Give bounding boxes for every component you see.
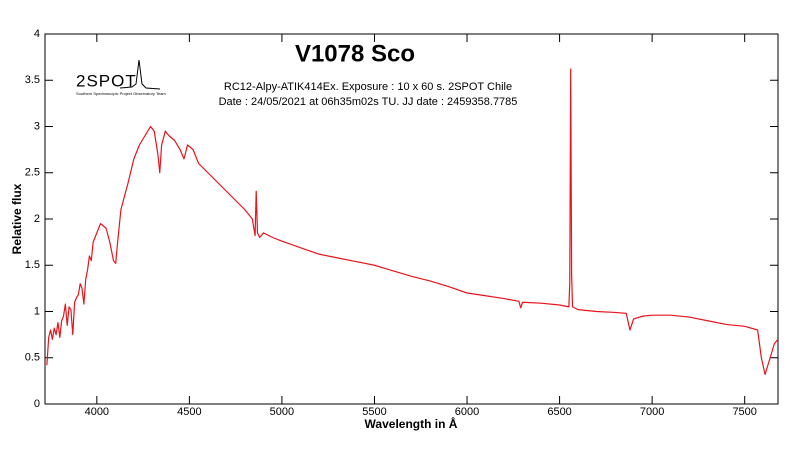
x-tick-label: 5500 xyxy=(362,406,386,418)
x-tick-label: 4000 xyxy=(85,406,109,418)
y-tick-label: 3.5 xyxy=(25,74,40,86)
logo: 2SPOT Southern Spectroscopic Project Obs… xyxy=(76,59,166,96)
chart-title: V1078 Sco xyxy=(295,40,415,67)
x-tick-label: 5000 xyxy=(270,406,294,418)
y-tick-label: 1.5 xyxy=(25,259,40,271)
x-axis-label: Wavelength in Å xyxy=(365,416,458,431)
y-tick-label: 2 xyxy=(34,213,40,225)
logo-curve xyxy=(119,59,161,90)
y-tick-label: 0.5 xyxy=(25,352,40,364)
subtitle: RC12-Alpy-ATIK414Ex. Exposure : 10 x 60 … xyxy=(224,81,512,93)
x-tick-label: 7000 xyxy=(640,406,664,418)
y-tick-label: 2.5 xyxy=(25,167,40,179)
logo-subtitle: Southern Spectroscopic Project Observato… xyxy=(76,91,166,96)
x-tick-label: 7500 xyxy=(732,406,756,418)
y-axis-label: Relative flux xyxy=(10,183,24,254)
x-tick-label: 6500 xyxy=(547,406,571,418)
y-tick-label: 0 xyxy=(34,398,40,410)
x-tick-label: 4500 xyxy=(177,406,201,418)
y-tick-label: 4 xyxy=(34,28,40,40)
subtitle: Date : 24/05/2021 at 06h35m02s TU. JJ da… xyxy=(219,96,518,108)
spectrum-line xyxy=(46,68,779,375)
logo-text: 2SPOT xyxy=(76,71,137,90)
y-tick-label: 3 xyxy=(34,120,40,132)
x-tick-label: 6000 xyxy=(455,406,479,418)
y-tick-label: 1 xyxy=(34,305,40,317)
